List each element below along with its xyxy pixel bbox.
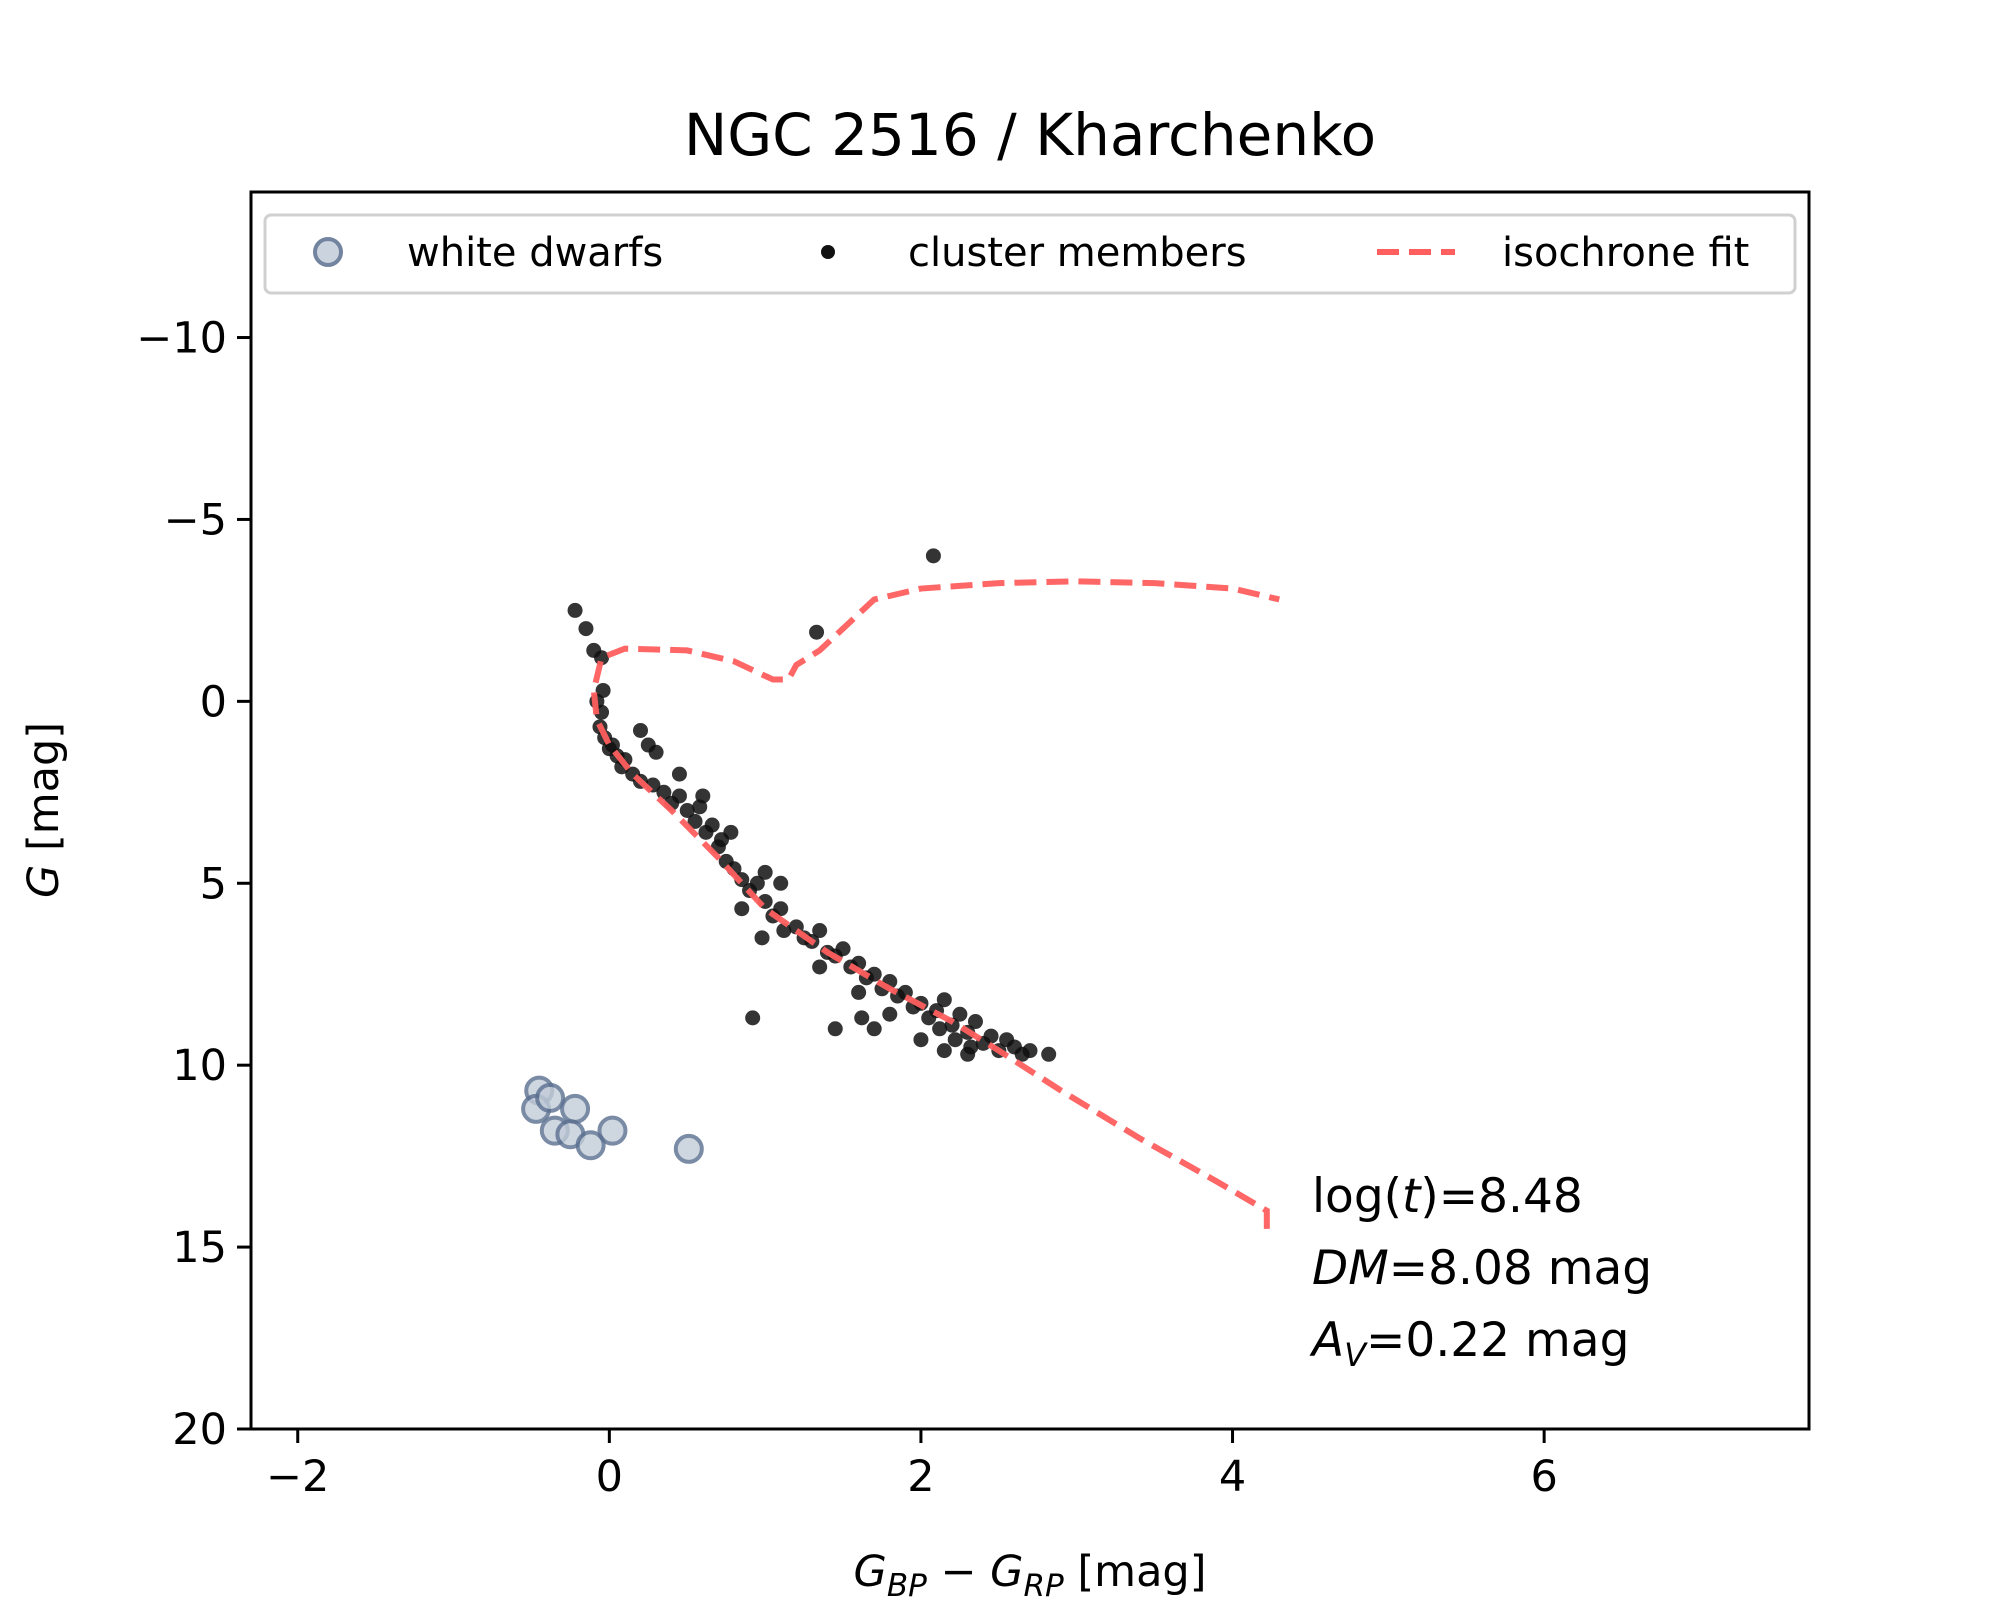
cluster-member-point xyxy=(567,602,583,618)
cluster-member-point xyxy=(925,548,941,564)
cluster-member-point xyxy=(656,784,672,800)
annotation-log-age: log(t)=8.48 xyxy=(1312,1169,1583,1224)
cluster-member-point xyxy=(734,901,750,917)
x-tick-label: 4 xyxy=(1219,1452,1246,1502)
cluster-member-point xyxy=(745,1010,761,1026)
cluster-member-point xyxy=(723,824,739,840)
chart-title: NGC 2516 / Kharchenko xyxy=(684,101,1376,169)
cluster-member-point xyxy=(960,1046,976,1062)
axes-frame xyxy=(249,190,1811,1431)
cluster-member-point xyxy=(854,1010,870,1026)
cluster-member-point xyxy=(812,959,828,975)
cluster-member-point xyxy=(936,1043,952,1059)
cluster-member-point xyxy=(671,766,687,782)
cluster-member-point xyxy=(1041,1046,1057,1062)
cluster-member-point xyxy=(749,875,765,891)
cluster-member-point xyxy=(952,1006,968,1022)
legend-box xyxy=(263,213,1797,295)
white-dwarf-point xyxy=(560,1093,591,1124)
y-tick-label: 10 xyxy=(172,1041,227,1091)
y-tick-label: −10 xyxy=(136,314,227,364)
cluster-member-point xyxy=(827,1021,843,1037)
cluster-member-point xyxy=(866,966,882,982)
annotation-distance-modulus: DM=8.08 mag xyxy=(1312,1241,1652,1296)
x-axis-label: GBP − GRP [mag] xyxy=(854,1547,1207,1600)
x-tick-label: 6 xyxy=(1530,1452,1557,1502)
cluster-member-point xyxy=(595,682,611,698)
cluster-member-point xyxy=(967,1014,983,1030)
cluster-member-point xyxy=(866,1021,882,1037)
cluster-member-point xyxy=(648,744,664,760)
x-tick-label: 0 xyxy=(596,1452,623,1502)
white-dwarf-point xyxy=(575,1130,606,1161)
y-axis-label: G [mag] xyxy=(19,722,69,898)
white-dwarf-point xyxy=(535,1082,566,1113)
cluster-member-point xyxy=(687,813,703,829)
legend: white dwarfs cluster members isochrone f… xyxy=(263,213,1797,295)
cluster-member-point xyxy=(633,722,648,738)
y-tick-label: 5 xyxy=(200,859,227,909)
legend-member-marker xyxy=(821,245,835,259)
cluster-member-point xyxy=(983,1028,999,1044)
x-tick-label: −2 xyxy=(266,1452,329,1502)
cluster-member-point xyxy=(773,875,789,891)
cluster-member-point xyxy=(679,803,695,818)
fit-parameters: log(t)=8.48 DM=8.08 mag AV=0.22 mag xyxy=(1309,1169,1652,1374)
cluster-member-point xyxy=(851,984,867,1000)
cluster-member-point xyxy=(754,930,770,946)
cluster-member-point xyxy=(932,1021,948,1037)
cluster-member-point xyxy=(936,992,952,1008)
cluster-member-point xyxy=(776,923,792,939)
isochrone-line xyxy=(590,578,1280,1229)
cluster-member-point xyxy=(812,923,828,939)
legend-label-cluster-members: cluster members xyxy=(908,230,1247,276)
cluster-member-point xyxy=(913,1032,929,1048)
data-marks xyxy=(521,548,1280,1229)
annotation-extinction: AV=0.22 mag xyxy=(1309,1313,1629,1374)
cluster-member-point xyxy=(671,788,687,804)
y-tick-label: 0 xyxy=(200,677,227,727)
cluster-member-point xyxy=(578,621,594,637)
white-dwarf-point xyxy=(597,1115,628,1146)
cluster-member-point xyxy=(835,941,851,957)
y-tick-label: 20 xyxy=(172,1405,227,1455)
cluster-member-point xyxy=(947,1032,963,1048)
cluster-member-point xyxy=(1022,1043,1038,1059)
cluster-member-point xyxy=(773,901,789,917)
white-dwarf-point xyxy=(673,1133,704,1164)
y-tick-label: −5 xyxy=(164,495,227,545)
legend-label-isochrone-fit: isochrone fit xyxy=(1502,230,1749,276)
axis-ticks: −2 0 2 4 6 −10 −5 0 5 10 15 20 xyxy=(136,314,1558,1502)
cluster-member-point xyxy=(757,864,773,880)
legend-white-dwarf-marker xyxy=(313,237,343,267)
cluster-member-point xyxy=(704,817,720,833)
cluster-member-point xyxy=(809,624,825,640)
y-tick-label: 15 xyxy=(172,1223,227,1273)
cluster-member-point xyxy=(882,1006,898,1022)
cluster-member-point xyxy=(695,788,711,804)
legend-label-white-dwarfs: white dwarfs xyxy=(407,230,663,276)
x-tick-label: 2 xyxy=(907,1452,934,1502)
